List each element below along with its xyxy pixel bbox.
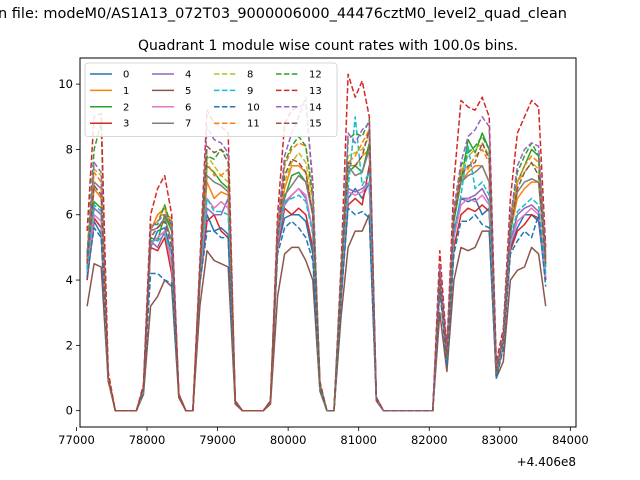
x-tick-label: 79000 bbox=[199, 433, 236, 447]
y-tick-label: 10 bbox=[58, 77, 73, 91]
chart-title: Quadrant 1 module wise count rates with … bbox=[138, 38, 518, 54]
x-tick-label: 78000 bbox=[129, 433, 166, 447]
x-tick-label: 80000 bbox=[270, 433, 307, 447]
legend-label-6: 6 bbox=[185, 102, 191, 113]
legend-label-10: 10 bbox=[247, 102, 260, 113]
legend-label-12: 12 bbox=[309, 70, 322, 81]
y-tick-label: 8 bbox=[66, 142, 73, 156]
x-tick-label: 83000 bbox=[482, 433, 519, 447]
series-line-10 bbox=[86, 207, 547, 412]
x-tick-label: 77000 bbox=[58, 433, 95, 447]
y-tick-label: 2 bbox=[66, 338, 73, 352]
legend-label-5: 5 bbox=[185, 86, 191, 97]
figure-suptitle: n file: modeM0/AS1A13_072T03_9000006000_… bbox=[0, 6, 567, 22]
legend-label-13: 13 bbox=[309, 86, 322, 97]
x-offset-label: +4.406e8 bbox=[517, 455, 576, 469]
legend-label-3: 3 bbox=[123, 119, 129, 130]
legend-label-8: 8 bbox=[247, 70, 253, 81]
legend-label-7: 7 bbox=[185, 119, 191, 130]
legend-label-14: 14 bbox=[309, 102, 322, 113]
legend-frame bbox=[84, 62, 338, 137]
y-tick-label: 4 bbox=[66, 273, 73, 287]
x-axis: 77000 78000 79000 80000 81000 82000 83000 84000 bbox=[58, 427, 589, 447]
series-layer bbox=[86, 73, 547, 412]
legend-label-9: 9 bbox=[247, 86, 253, 97]
x-tick-label: 84000 bbox=[552, 433, 589, 447]
legend-label-2: 2 bbox=[123, 102, 129, 113]
series-line-12 bbox=[86, 119, 547, 412]
plot-area: 77000 78000 79000 80000 81000 82000 83000 84000… bbox=[58, 57, 589, 469]
legend-label-4: 4 bbox=[185, 70, 191, 81]
legend-label-1: 1 bbox=[123, 86, 129, 97]
y-axis: 0 2 4 6 8 10 bbox=[58, 77, 80, 418]
axes-frame bbox=[79, 57, 577, 428]
x-tick-label: 81000 bbox=[340, 433, 377, 447]
x-tick-label: 82000 bbox=[411, 433, 448, 447]
legend-label-11: 11 bbox=[247, 119, 260, 130]
series-line-14 bbox=[86, 96, 547, 412]
y-tick-label: 0 bbox=[66, 404, 73, 418]
legend-label-15: 15 bbox=[309, 119, 322, 130]
y-tick-label: 6 bbox=[66, 208, 73, 222]
series-line-15 bbox=[86, 129, 547, 412]
legend-label-0: 0 bbox=[123, 70, 129, 81]
